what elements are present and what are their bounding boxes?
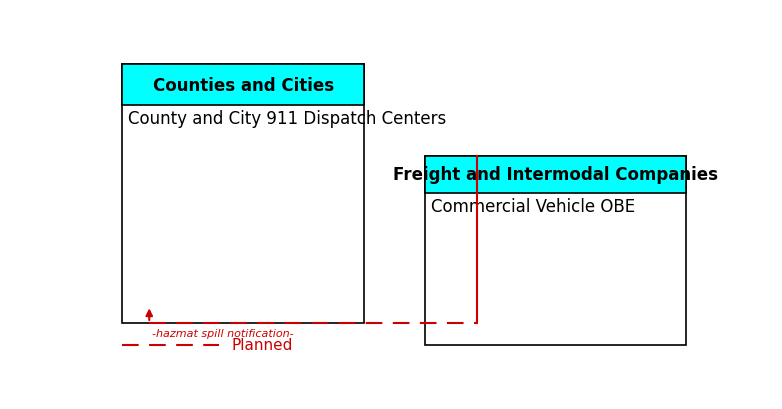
Text: -hazmat spill notification-: -hazmat spill notification- [152, 328, 294, 338]
Text: Freight and Intermodal Companies: Freight and Intermodal Companies [393, 166, 718, 184]
Bar [425, 156, 686, 194]
Bar [425, 156, 686, 345]
Text: Commercial Vehicle OBE: Commercial Vehicle OBE [431, 197, 635, 215]
Text: County and City 911 Dispatch Centers: County and City 911 Dispatch Centers [128, 109, 447, 127]
Text: Planned: Planned [231, 338, 292, 353]
Text: Counties and Cities: Counties and Cities [152, 76, 334, 94]
Bar [122, 65, 364, 323]
Bar [122, 65, 364, 106]
